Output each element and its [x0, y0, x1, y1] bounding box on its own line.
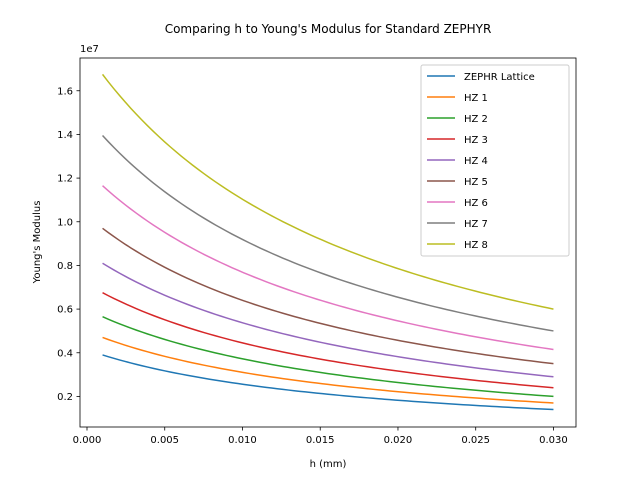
y-axis-title: Young's Modulus — [32, 201, 43, 285]
y-tick-label: 1.0 — [57, 217, 73, 228]
y-tick-label: 0.2 — [57, 392, 73, 403]
series-line — [102, 262, 554, 378]
legend-label: ZEPHR Lattice — [464, 72, 535, 83]
legend-label: HZ 2 — [464, 114, 488, 125]
y-tick-label: 0.4 — [57, 348, 73, 359]
series-line — [102, 134, 554, 332]
legend-label: HZ 4 — [464, 156, 488, 167]
chart-title: Comparing h to Young's Modulus for Stand… — [165, 22, 492, 36]
y-tick-label: 0.8 — [57, 261, 73, 272]
y-offset-label: 1e7 — [80, 44, 99, 55]
legend-label: HZ 8 — [464, 240, 488, 251]
legend-box — [420, 64, 570, 257]
axes-layer: 0.000 0.005 0.010 0.015 0.020 0.025 0.030 0.2 0.… — [57, 57, 577, 446]
x-tick-label: 0.005 — [150, 435, 179, 446]
y-tick-label: 1.4 — [57, 130, 73, 141]
axes-frame — [79, 57, 577, 428]
x-tick-label: 0.010 — [228, 435, 257, 446]
legend-label: HZ 6 — [464, 198, 488, 209]
y-tick-label: 1.2 — [57, 174, 73, 185]
x-tick-label: 0.020 — [384, 435, 413, 446]
legend-label: HZ 3 — [464, 135, 488, 146]
series-line — [102, 292, 554, 389]
series-line — [102, 185, 554, 351]
x-tick-label: 0.030 — [539, 435, 568, 446]
series-line — [102, 316, 554, 398]
legend-label: HZ 5 — [464, 177, 488, 188]
x-axis-title: h (mm) — [310, 459, 347, 470]
series-line — [102, 354, 554, 411]
legend: ZEPHR Lattice HZ 1 HZ 2 HZ 3 HZ 4 HZ 5 HZ 6 HZ … — [420, 64, 570, 257]
series-line — [102, 227, 554, 365]
series-layer — [101, 73, 554, 411]
x-tick-label: 0.000 — [73, 435, 102, 446]
series-line — [101, 73, 554, 310]
series-line — [102, 336, 554, 404]
legend-label: HZ 1 — [464, 93, 488, 104]
x-tick-label: 0.025 — [461, 435, 490, 446]
y-tick-label: 0.6 — [57, 305, 73, 316]
x-tick-label: 0.015 — [306, 435, 335, 446]
y-tick-label: 1.6 — [57, 86, 73, 97]
legend-label: HZ 7 — [464, 219, 488, 230]
